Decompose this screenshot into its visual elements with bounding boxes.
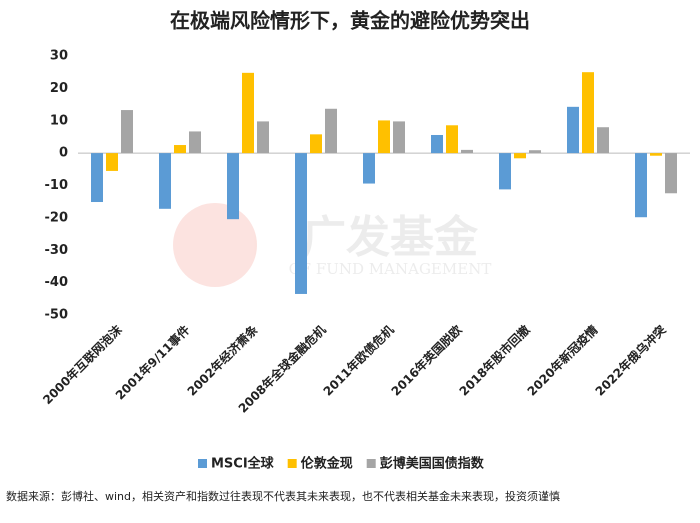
x-tick-label: 2002年经济萧条 bbox=[184, 321, 261, 398]
bar bbox=[121, 110, 133, 154]
legend-label: 伦敦金现 bbox=[301, 456, 353, 472]
y-tick-label: -30 bbox=[45, 243, 69, 258]
bar bbox=[378, 120, 390, 154]
bar bbox=[325, 108, 337, 154]
x-tick-label: 2018年股市回撤 bbox=[456, 322, 533, 399]
source-note: 数据来源：彭博社、wind，相关资产和指数过往表现不代表其未来表现，也不代表相关… bbox=[6, 489, 560, 503]
x-tick-label: 2011年欧债危机 bbox=[320, 322, 397, 399]
x-tick-label: 2016年英国脱欧 bbox=[388, 322, 465, 399]
bar bbox=[295, 153, 307, 294]
bar bbox=[257, 121, 269, 154]
watermark-name: 广发基金 bbox=[302, 212, 479, 263]
y-tick-label: 30 bbox=[50, 49, 68, 64]
watermark-logo bbox=[173, 203, 257, 287]
watermark-english: GF FUND MANAGEMENT bbox=[289, 260, 492, 278]
bar bbox=[310, 134, 322, 154]
bar bbox=[582, 72, 594, 154]
bar bbox=[499, 153, 511, 190]
x-tick-label: 2022年俄乌冲突 bbox=[592, 322, 669, 399]
x-tick-label: 2020年新冠疫情 bbox=[524, 322, 601, 399]
x-tick-label: 2000年互联网泡沫 bbox=[39, 321, 125, 407]
chart-title: 在极端风险情形下，黄金的避险优势突出 bbox=[170, 9, 530, 33]
bar bbox=[393, 121, 405, 154]
bar bbox=[106, 153, 118, 171]
bar bbox=[597, 127, 609, 154]
bar bbox=[665, 153, 677, 194]
legend-swatch bbox=[366, 459, 376, 468]
bar bbox=[227, 153, 239, 220]
bar bbox=[650, 153, 662, 156]
bar bbox=[174, 145, 186, 154]
legend-label: MSCI全球 bbox=[211, 456, 275, 472]
bar bbox=[514, 153, 526, 159]
bar bbox=[446, 125, 458, 154]
y-tick-label: -10 bbox=[45, 178, 69, 193]
bar bbox=[567, 106, 579, 154]
y-tick-label: 20 bbox=[50, 81, 68, 96]
legend-label: 彭博美国国债指数 bbox=[380, 456, 485, 472]
y-tick-label: 0 bbox=[59, 146, 68, 161]
y-tick-label: -40 bbox=[45, 275, 69, 290]
watermark: 广发基金 GF FUND MANAGEMENT bbox=[173, 203, 491, 287]
bar bbox=[431, 134, 443, 154]
x-tick-label: 2001年9/11事件 bbox=[112, 322, 192, 402]
y-tick-label: 10 bbox=[50, 113, 68, 128]
y-tick-label: -20 bbox=[45, 210, 69, 225]
bar bbox=[242, 72, 254, 154]
bar bbox=[189, 131, 201, 154]
bar bbox=[159, 153, 171, 209]
legend-swatch bbox=[198, 459, 207, 468]
bar bbox=[91, 153, 103, 203]
bar bbox=[363, 153, 375, 184]
bar bbox=[635, 153, 647, 218]
legend-swatch bbox=[287, 459, 297, 468]
bar bbox=[529, 150, 541, 154]
bar bbox=[461, 149, 473, 154]
y-tick-label: -50 bbox=[45, 308, 69, 323]
